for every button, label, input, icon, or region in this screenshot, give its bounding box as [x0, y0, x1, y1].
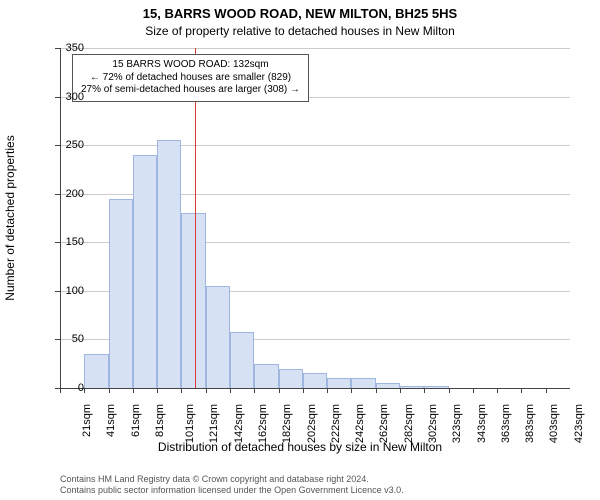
- xtick-mark: [206, 388, 207, 393]
- xtick-label: 41sqm: [105, 404, 117, 437]
- xtick-mark: [60, 388, 61, 393]
- xtick-label: 383sqm: [524, 404, 536, 443]
- histogram-bar: [181, 213, 205, 388]
- y-axis-label: Number of detached properties: [3, 135, 17, 300]
- histogram-bar: [206, 286, 230, 388]
- xtick-label: 81sqm: [154, 404, 166, 437]
- xtick-label: 302sqm: [427, 404, 439, 443]
- ytick-label: 0: [78, 382, 84, 394]
- annotation-line: 15 BARRS WOOD ROAD: 132sqm: [81, 59, 300, 72]
- xtick-label: 343sqm: [476, 404, 488, 443]
- x-axis-label: Distribution of detached houses by size …: [0, 440, 600, 454]
- ytick-label: 250: [66, 139, 84, 151]
- xtick-label: 403sqm: [549, 404, 561, 443]
- chart-subtitle: Size of property relative to detached ho…: [0, 24, 600, 38]
- xtick-label: 282sqm: [403, 404, 415, 443]
- histogram-bar: [327, 378, 351, 388]
- histogram-bar: [351, 378, 375, 388]
- xtick-mark: [84, 388, 85, 393]
- gridline: [60, 48, 570, 49]
- xtick-label: 21sqm: [81, 404, 93, 437]
- histogram-bar: [279, 369, 303, 388]
- histogram-bar: [157, 140, 181, 388]
- histogram-bar: [230, 332, 254, 388]
- xtick-label: 61sqm: [130, 404, 142, 437]
- xtick-label: 363sqm: [500, 404, 512, 443]
- xtick-mark: [351, 388, 352, 393]
- xtick-mark: [400, 388, 401, 393]
- ytick-label: 150: [66, 236, 84, 248]
- xtick-mark: [279, 388, 280, 393]
- ytick-label: 200: [66, 188, 84, 200]
- histogram-bar: [376, 383, 400, 388]
- xtick-label: 202sqm: [306, 404, 318, 443]
- histogram-bar: [424, 386, 448, 388]
- footer-line-1: Contains HM Land Registry data © Crown c…: [60, 474, 570, 485]
- xtick-mark: [473, 388, 474, 393]
- footer-line-2: Contains public sector information licen…: [60, 485, 570, 496]
- ytick-label: 50: [72, 333, 84, 345]
- y-axis-line: [60, 48, 61, 388]
- xtick-label: 182sqm: [281, 404, 293, 443]
- plot-area: 21sqm41sqm61sqm81sqm101sqm121sqm142sqm16…: [60, 48, 570, 388]
- xtick-mark: [497, 388, 498, 393]
- annotation-line: ← 72% of detached houses are smaller (82…: [81, 72, 300, 85]
- xtick-label: 323sqm: [451, 404, 463, 443]
- xtick-label: 423sqm: [573, 404, 585, 443]
- annotation-box: 15 BARRS WOOD ROAD: 132sqm← 72% of detac…: [72, 54, 309, 102]
- xtick-label: 162sqm: [257, 404, 269, 443]
- xtick-mark: [133, 388, 134, 393]
- xtick-mark: [424, 388, 425, 393]
- xtick-label: 121sqm: [209, 404, 221, 443]
- histogram-bar: [84, 354, 108, 388]
- xtick-mark: [521, 388, 522, 393]
- xtick-label: 242sqm: [354, 404, 366, 443]
- x-axis-line: [60, 388, 570, 389]
- xtick-mark: [181, 388, 182, 393]
- xtick-mark: [230, 388, 231, 393]
- ytick-label: 300: [66, 91, 84, 103]
- ytick-label: 100: [66, 285, 84, 297]
- footer-attribution: Contains HM Land Registry data © Crown c…: [60, 474, 570, 497]
- chart-title-address: 15, BARRS WOOD ROAD, NEW MILTON, BH25 5H…: [0, 6, 600, 21]
- histogram-bar: [400, 386, 424, 388]
- xtick-mark: [254, 388, 255, 393]
- xtick-mark: [303, 388, 304, 393]
- xtick-label: 101sqm: [184, 404, 196, 443]
- xtick-label: 262sqm: [379, 404, 391, 443]
- xtick-mark: [449, 388, 450, 393]
- plot-inner: 21sqm41sqm61sqm81sqm101sqm121sqm142sqm16…: [60, 48, 570, 388]
- annotation-line: 27% of semi-detached houses are larger (…: [81, 84, 300, 97]
- xtick-mark: [546, 388, 547, 393]
- xtick-label: 222sqm: [330, 404, 342, 443]
- ytick-label: 350: [66, 42, 84, 54]
- histogram-bar: [303, 373, 327, 388]
- gridline: [60, 145, 570, 146]
- histogram-bar: [109, 199, 133, 388]
- xtick-mark: [327, 388, 328, 393]
- xtick-mark: [109, 388, 110, 393]
- xtick-mark: [376, 388, 377, 393]
- xtick-label: 142sqm: [233, 404, 245, 443]
- histogram-bar: [133, 155, 157, 388]
- histogram-bar: [254, 364, 278, 388]
- xtick-mark: [157, 388, 158, 393]
